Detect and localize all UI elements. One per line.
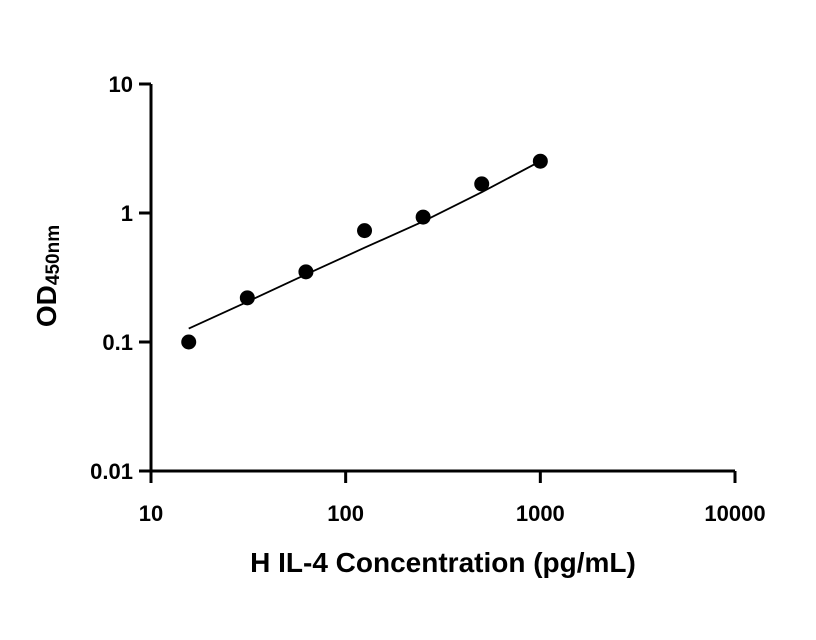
data-point [415, 209, 431, 225]
x-tick-label: 1000 [516, 501, 565, 526]
y-tick-label: 0.01 [90, 459, 133, 484]
y-axis-title: OD450nm [31, 225, 64, 327]
y-ticks: 0.01 0.1 1 10 [90, 72, 151, 484]
y-tick-label: 10 [109, 72, 133, 97]
data-point [357, 223, 373, 239]
data-point [474, 176, 490, 192]
x-axis-title: H IL-4 Concentration (pg/mL) [250, 547, 636, 578]
data-point [298, 264, 314, 280]
y-tick-label: 0.1 [102, 330, 133, 355]
x-tick-label: 10 [139, 501, 163, 526]
data-point [239, 290, 255, 306]
y-axis-title-subscript: 450nm [43, 225, 64, 285]
x-tick-label: 10000 [704, 501, 765, 526]
y-axis-title-main: OD [31, 285, 62, 327]
data-point [181, 334, 197, 350]
x-tick-label: 100 [327, 501, 364, 526]
data-point [532, 153, 548, 169]
x-ticks: 10 100 1000 10000 [139, 471, 766, 526]
y-tick-label: 1 [121, 201, 133, 226]
data-points-layer [181, 153, 548, 350]
